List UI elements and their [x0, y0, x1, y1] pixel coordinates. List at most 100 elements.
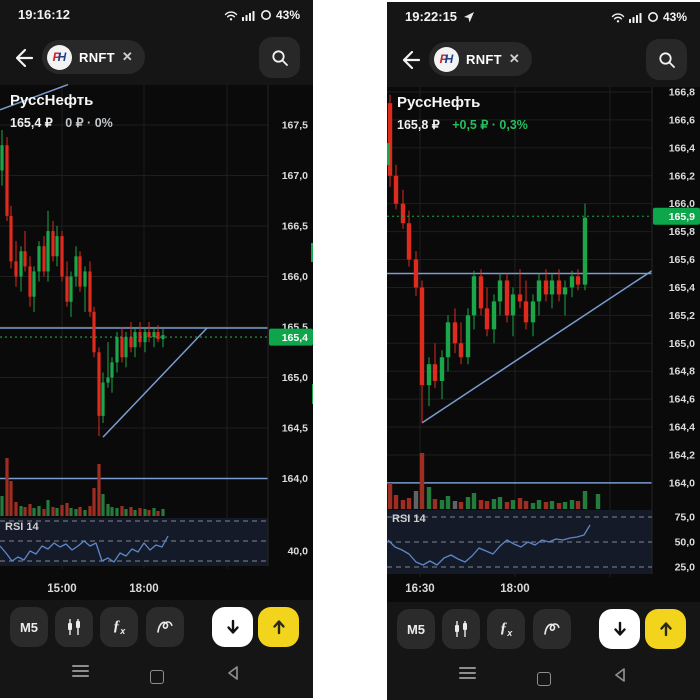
svg-text:165,6: 165,6 [669, 254, 695, 266]
candlestick-icon [68, 619, 80, 635]
draw-curve-icon [544, 623, 560, 635]
close-icon[interactable]: ✕ [121, 49, 133, 64]
status-time: 19:22:15 [405, 9, 475, 24]
location-arrow-icon [464, 11, 475, 22]
indicators-button[interactable]: ƒx [100, 607, 138, 647]
nav-back-button[interactable] [227, 666, 239, 685]
svg-text:RSI 14: RSI 14 [392, 513, 427, 525]
wifi-icon [224, 10, 238, 20]
buy-button[interactable] [258, 607, 299, 647]
svg-text:165,4: 165,4 [282, 332, 308, 344]
svg-text:165,4: 165,4 [669, 282, 695, 294]
down-arrow-icon [613, 621, 626, 636]
svg-text:166,2: 166,2 [669, 170, 695, 182]
status-icons: 43% [611, 10, 687, 24]
candlestick-icon [455, 621, 467, 637]
svg-text:18:00: 18:00 [500, 583, 529, 595]
svg-text:25,0: 25,0 [675, 562, 696, 574]
battery-percent: 43% [662, 10, 687, 24]
search-button[interactable] [646, 39, 687, 80]
svg-text:40,0: 40,0 [288, 546, 309, 558]
svg-text:166,0: 166,0 [669, 198, 695, 210]
back-button[interactable] [10, 45, 36, 71]
wifi-icon [611, 12, 625, 22]
status-icons: 43% [224, 8, 300, 22]
svg-text:167,0: 167,0 [282, 170, 308, 182]
fx-icon: ƒx [499, 620, 513, 638]
svg-text:166,0: 166,0 [282, 271, 308, 283]
candles-style-button[interactable] [55, 607, 93, 647]
candles-style-button[interactable] [442, 609, 480, 649]
timeframe-button[interactable]: M5 [10, 607, 48, 647]
nav-home-button[interactable] [150, 670, 164, 684]
instrument-title: РуссНефть [10, 92, 94, 109]
svg-text:15:00: 15:00 [47, 583, 76, 595]
nav-back-button[interactable] [614, 668, 626, 687]
up-arrow-icon [272, 620, 285, 635]
status-time: 19:16:12 [18, 7, 71, 22]
price-chart[interactable]: 167,5167,0166,5166,0165,5165,0164,5164,0… [0, 0, 313, 698]
nav-recents-button[interactable] [459, 667, 476, 682]
svg-text:164,5: 164,5 [282, 423, 308, 435]
price-chart[interactable]: 166,8 166,6 166,4 166,2 166,0 165,8 165,6 165,4… [387, 2, 700, 700]
svg-text:166,5: 166,5 [282, 221, 308, 233]
last-price: 165,8 ₽ [397, 118, 440, 132]
svg-text:164,6: 164,6 [669, 394, 695, 406]
nav-home-button[interactable] [537, 672, 551, 686]
svg-text:167,5: 167,5 [282, 120, 308, 132]
svg-text:RSI 14: RSI 14 [5, 521, 40, 533]
svg-text:166,4: 166,4 [669, 142, 695, 154]
phone-screenshot-left: 167,5 167,0 166,5 166,0 165,5 165,0 164,5 164,0… [0, 0, 313, 698]
price-change: 0 ₽ · 0% [65, 116, 113, 130]
phone-screenshot-right: 166,8 166,6 166,4 166,2 166,0 165,8 165,6 165,4… [387, 2, 700, 700]
battery-percent: 43% [275, 8, 300, 22]
indicators-button[interactable]: ƒx [487, 609, 525, 649]
battery-ring-icon [647, 12, 658, 22]
search-button[interactable] [259, 37, 300, 78]
nav-recents-button[interactable] [72, 665, 89, 680]
timeframe-button[interactable]: M5 [397, 609, 435, 649]
svg-text:164,8: 164,8 [669, 366, 695, 378]
battery-ring-icon [260, 10, 271, 20]
cellular-signal-icon [628, 12, 642, 23]
ticker-label: RNFT [466, 51, 502, 67]
svg-text:165,2: 165,2 [669, 310, 695, 322]
price-change: +0,5 ₽ · 0,3% [452, 118, 528, 132]
svg-text:164,4: 164,4 [669, 422, 695, 434]
svg-text:18:00: 18:00 [129, 583, 158, 595]
svg-text:164,0: 164,0 [669, 477, 695, 489]
svg-text:166,6: 166,6 [669, 114, 695, 126]
search-icon [271, 49, 288, 66]
price-row: 165,8 ₽ +0,5 ₽ · 0,3% [397, 117, 528, 132]
svg-text:75,0: 75,0 [675, 512, 696, 524]
sell-button[interactable] [212, 607, 253, 647]
svg-text:164,0: 164,0 [282, 473, 308, 485]
svg-text:164,2: 164,2 [669, 449, 695, 461]
up-arrow-icon [659, 622, 672, 637]
sell-button[interactable] [599, 609, 640, 649]
fx-icon: ƒx [112, 618, 126, 636]
search-icon [658, 51, 675, 68]
buy-button[interactable] [645, 609, 686, 649]
ticker-label: RNFT [79, 49, 115, 65]
svg-text:166,8: 166,8 [669, 87, 695, 99]
back-button[interactable] [397, 47, 423, 73]
svg-text:165,8: 165,8 [669, 226, 695, 238]
drawing-tools-button[interactable] [146, 607, 184, 647]
cellular-signal-icon [241, 10, 255, 21]
svg-text:165,0: 165,0 [669, 338, 695, 350]
last-price: 165,4 ₽ [10, 116, 53, 130]
close-icon[interactable]: ✕ [508, 51, 520, 66]
drawing-tools-button[interactable] [533, 609, 571, 649]
price-row: 165,4 ₽ 0 ₽ · 0% [10, 115, 113, 130]
instrument-title: РуссНефть [397, 94, 481, 111]
draw-curve-icon [157, 621, 173, 633]
down-arrow-icon [226, 619, 239, 634]
svg-text:165,9: 165,9 [669, 211, 695, 223]
svg-text:50,0: 50,0 [675, 537, 696, 549]
svg-text:16:30: 16:30 [405, 583, 434, 595]
